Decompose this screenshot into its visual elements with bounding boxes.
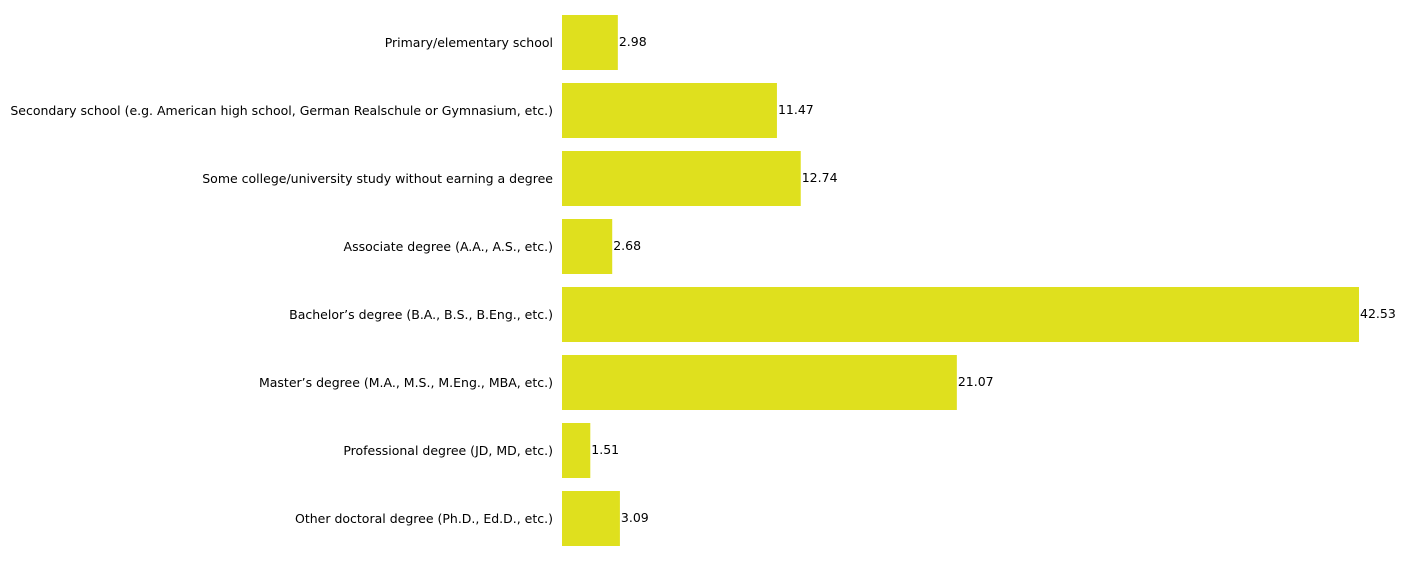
bar <box>562 151 801 206</box>
bar <box>562 83 777 138</box>
category-labels-group: Primary/elementary school Secondary schoo… <box>10 35 553 526</box>
value-labels-group: 2.98 11.47 12.74 2.68 42.53 21.07 1.51 3.09 <box>591 34 1395 525</box>
value-label: 3.09 <box>621 510 649 525</box>
value-label: 21.07 <box>958 374 994 389</box>
category-label: Professional degree (JD, MD, etc.) <box>343 443 553 458</box>
bars-group <box>562 15 1359 546</box>
category-label: Other doctoral degree (Ph.D., Ed.D., etc… <box>295 511 553 526</box>
bar <box>562 219 613 274</box>
value-label: 12.74 <box>802 170 838 185</box>
bar <box>562 15 618 70</box>
bar <box>562 355 957 410</box>
category-label: Bachelor’s degree (B.A., B.S., B.Eng., e… <box>289 307 553 322</box>
value-label: 42.53 <box>1360 306 1396 321</box>
bar <box>562 491 620 546</box>
category-label: Master’s degree (M.A., M.S., M.Eng., MBA… <box>259 375 553 390</box>
category-label: Associate degree (A.A., A.S., etc.) <box>344 239 553 254</box>
value-label: 1.51 <box>591 442 619 457</box>
bar <box>562 423 591 478</box>
value-label: 2.68 <box>613 238 641 253</box>
category-label: Primary/elementary school <box>385 35 553 50</box>
category-label: Some college/university study without ea… <box>202 171 553 186</box>
value-label: 2.98 <box>619 34 647 49</box>
value-label: 11.47 <box>778 102 814 117</box>
bar <box>562 287 1359 342</box>
category-label: Secondary school (e.g. American high sch… <box>10 103 553 118</box>
